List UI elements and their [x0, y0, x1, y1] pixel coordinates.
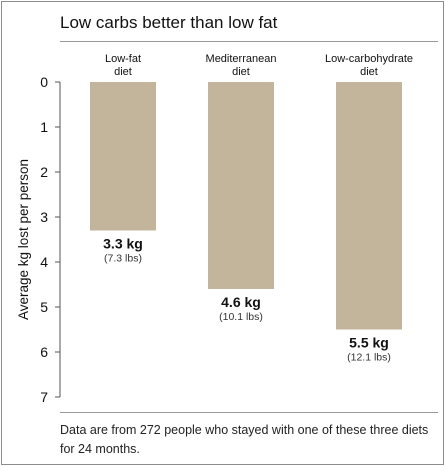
y-tick-label: 1 [40, 119, 48, 135]
y-tick-label: 5 [40, 299, 48, 315]
data-label-secondary: (7.3 lbs) [104, 253, 142, 265]
category-label: Low-carbohydrate [325, 53, 413, 65]
category-label: diet [114, 66, 132, 78]
category-label: diet [360, 66, 378, 78]
y-tick-label: 0 [40, 74, 48, 90]
title-rule [60, 41, 438, 42]
footnote: Data are from 272 people who stayed with… [60, 423, 429, 456]
data-label-secondary: (12.1 lbs) [347, 352, 391, 364]
bar [336, 82, 402, 330]
data-label: 4.6 kg [221, 294, 261, 310]
y-axis-label: Average kg lost per person [16, 159, 31, 320]
y-tick-label: 3 [40, 209, 48, 225]
bar [208, 82, 274, 289]
y-tick-label: 2 [40, 164, 48, 180]
category-label: Mediterranean [206, 53, 277, 65]
y-tick-label: 6 [40, 344, 48, 360]
category-label: diet [232, 66, 250, 78]
y-tick-label: 4 [40, 254, 48, 270]
footnote-rule [60, 412, 438, 413]
data-label: 3.3 kg [103, 236, 143, 252]
chart-title: Low carbs better than low fat [60, 13, 278, 32]
data-label-secondary: (10.1 lbs) [219, 311, 263, 323]
bar [90, 82, 156, 231]
y-tick-label: 7 [40, 389, 48, 405]
data-label: 5.5 kg [349, 335, 389, 351]
category-label: Low-fat [105, 53, 141, 65]
